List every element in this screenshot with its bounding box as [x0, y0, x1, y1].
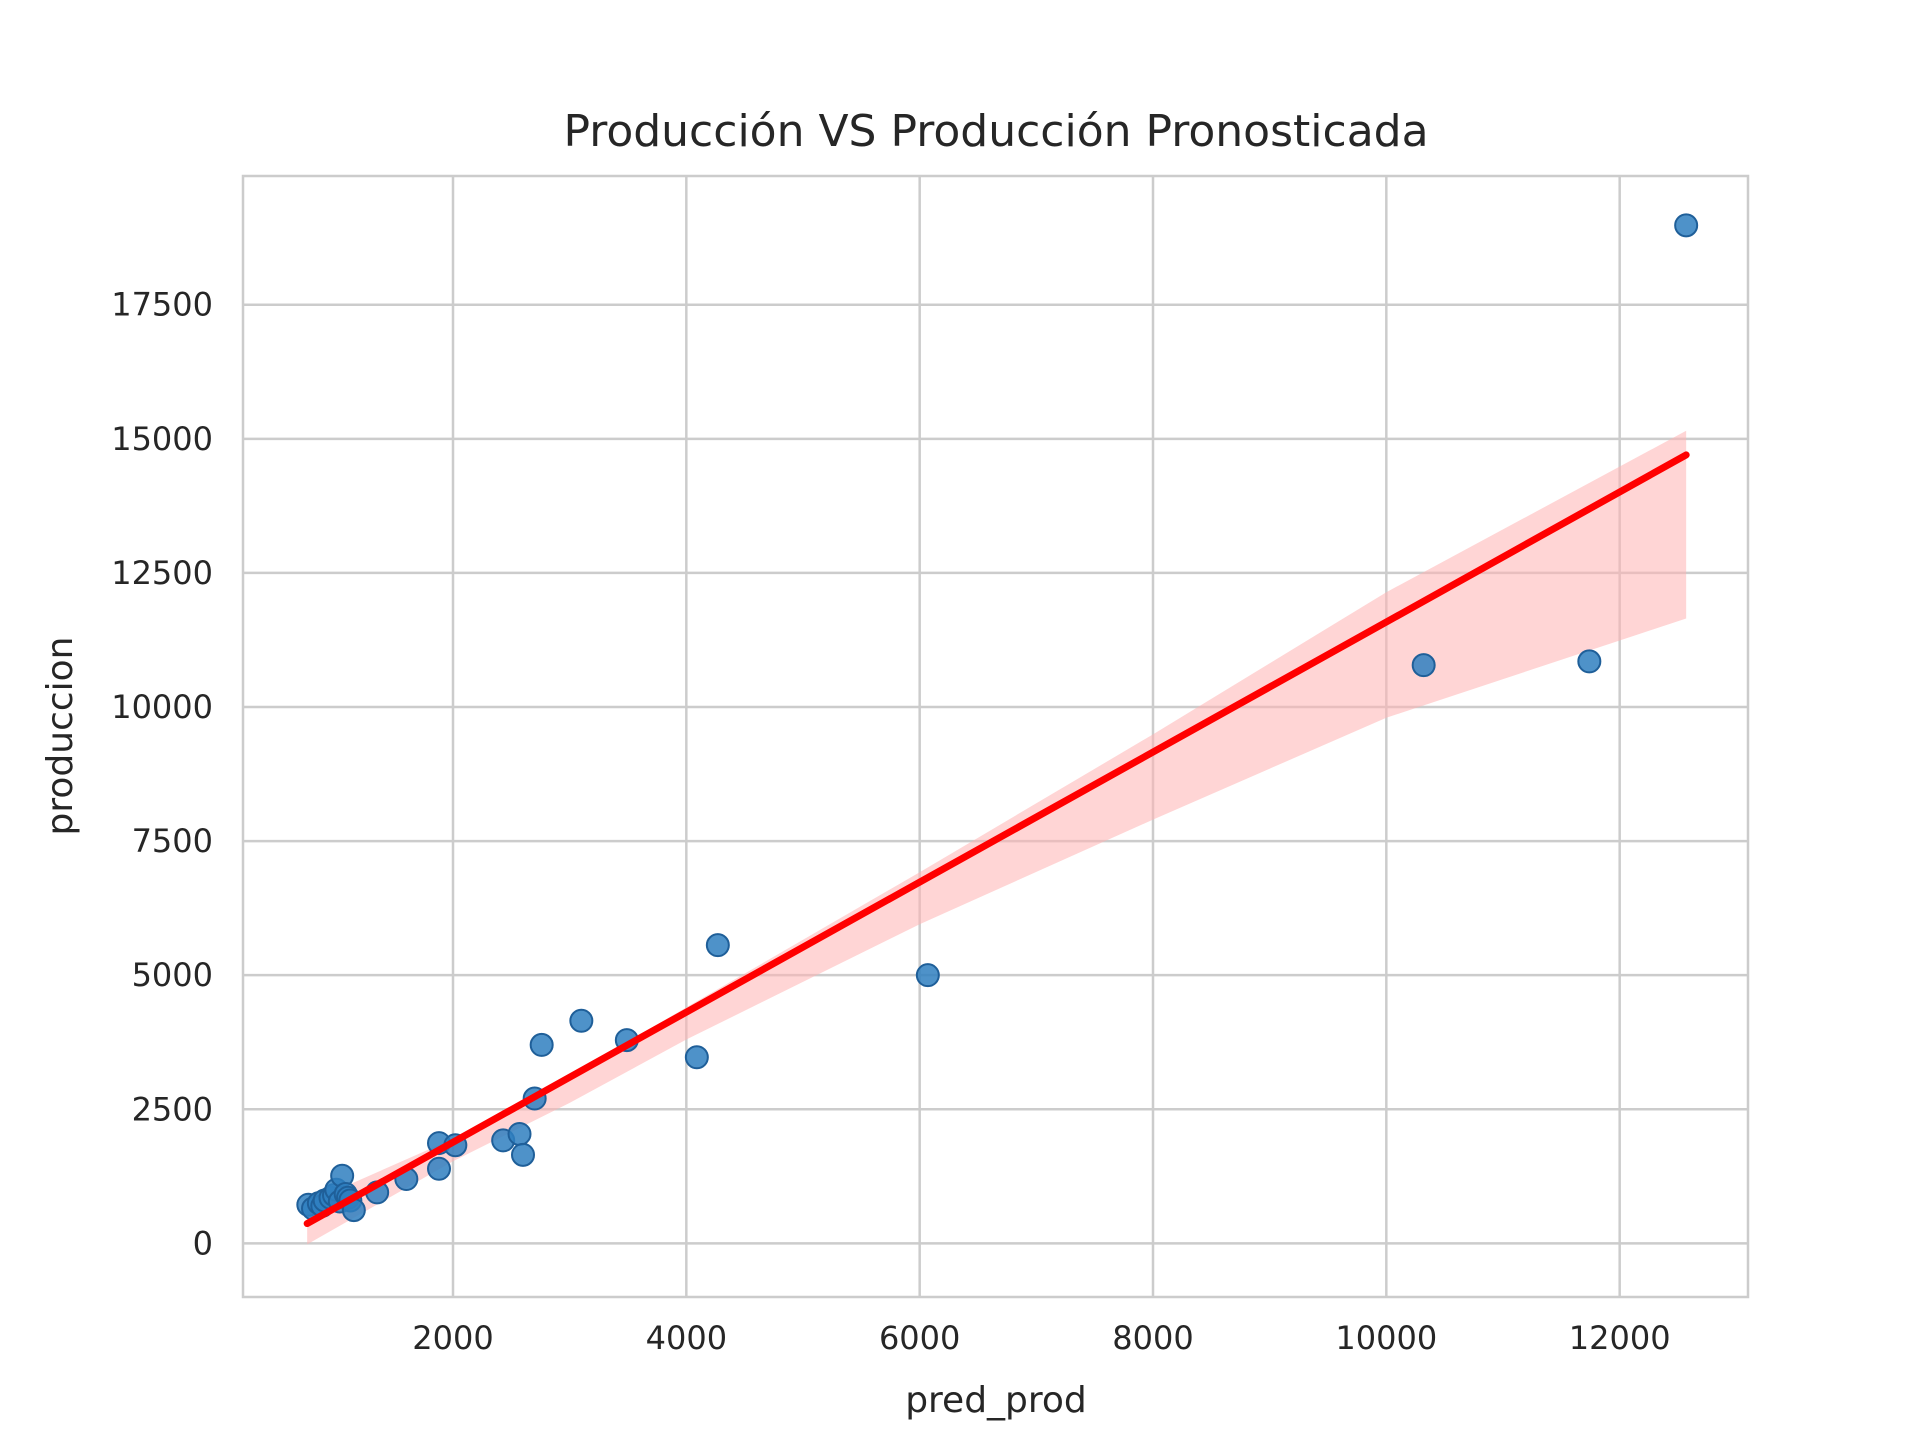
x-tick-label: 6000 [879, 1319, 960, 1357]
plot-frame [241, 174, 1750, 1299]
y-tick-label: 12500 [111, 554, 213, 592]
scatter-points [296, 213, 1699, 1223]
y-axis-label: produccion [40, 637, 81, 836]
regression-line-layer [303, 451, 1690, 1228]
scatter-point [1577, 649, 1602, 674]
scatter-point [427, 1156, 451, 1181]
scatter-point [684, 1045, 709, 1070]
x-tick-label: 2000 [412, 1319, 493, 1357]
y-tick-label: 15000 [111, 420, 213, 458]
y-tick-label: 5000 [132, 956, 213, 994]
x-tick-label: 10000 [1335, 1319, 1437, 1357]
chart-title: Producción VS Producción Pronosticada [563, 106, 1428, 157]
x-tick-label: 12000 [1569, 1319, 1671, 1357]
scatter-point [705, 933, 730, 958]
y-tick-label: 10000 [111, 688, 213, 726]
grid [243, 176, 1748, 1297]
y-tick-label: 2500 [132, 1090, 213, 1128]
x-tick-label: 8000 [1112, 1319, 1193, 1357]
regression-line [303, 451, 1690, 1228]
x-tick-label: 4000 [646, 1319, 727, 1357]
x-tick-labels: 2000 4000 6000 8000 10000 12000 [412, 1319, 1670, 1357]
scatter-point [511, 1142, 535, 1167]
scatter-point [529, 1032, 554, 1057]
scatter-point [1674, 213, 1699, 238]
y-tick-label: 7500 [132, 822, 213, 860]
y-tick-labels: 0 2500 5000 7500 10000 12500 15000 17500 [111, 286, 213, 1263]
scatter-point [507, 1121, 532, 1146]
scatter-point [915, 963, 940, 988]
x-axis-label: pred_prod [905, 1380, 1087, 1421]
y-tick-label: 0 [193, 1224, 213, 1262]
scatter-point [569, 1008, 594, 1033]
y-tick-label: 17500 [111, 286, 213, 324]
scatter-point [1411, 653, 1436, 678]
